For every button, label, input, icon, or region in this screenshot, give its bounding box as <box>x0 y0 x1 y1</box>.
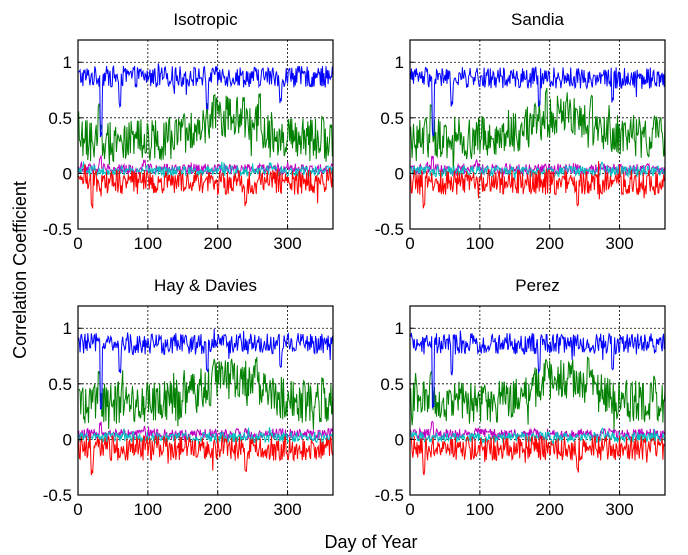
x-tick-label: 0 <box>405 500 414 519</box>
series-line <box>78 427 333 446</box>
chart-title: Sandia <box>511 10 564 29</box>
series-line <box>410 330 665 409</box>
y-tick-label: 0.5 <box>48 375 72 394</box>
x-tick-label: 300 <box>605 234 633 253</box>
series-line <box>78 161 333 179</box>
series-line <box>410 160 665 209</box>
x-tick-label: 300 <box>605 500 633 519</box>
x-tick-label: 0 <box>73 500 82 519</box>
series-line <box>410 87 665 175</box>
y-tick-label: -0.5 <box>43 220 72 239</box>
series-group <box>410 66 665 209</box>
x-tick-label: 300 <box>273 500 301 519</box>
figure-xlabel: Day of Year <box>324 532 417 552</box>
x-tick-label: 100 <box>134 234 162 253</box>
x-tick-label: 0 <box>73 234 82 253</box>
chart-title: Perez <box>515 276 559 295</box>
plot-frame <box>77 39 334 230</box>
plot-frame <box>409 39 666 230</box>
series-line <box>78 421 333 442</box>
series-line <box>410 161 665 181</box>
y-tick-label: 0.5 <box>380 109 404 128</box>
chart-title: Isotropic <box>173 10 238 29</box>
series-line <box>78 163 333 209</box>
series-line <box>78 356 333 430</box>
x-tick-label: 0 <box>405 234 414 253</box>
y-tick-label: 0.5 <box>380 375 404 394</box>
figure-ylabel: Correlation Coefficient <box>10 181 30 359</box>
series-group <box>410 330 665 476</box>
x-tick-label: 300 <box>273 234 301 253</box>
x-tick-label: 200 <box>204 234 232 253</box>
y-tick-label: -0.5 <box>375 220 404 239</box>
y-tick-label: 0 <box>63 164 72 183</box>
y-tick-label: 0.5 <box>48 109 72 128</box>
series-line <box>410 355 665 433</box>
y-tick-label: -0.5 <box>43 486 72 505</box>
series-line <box>78 93 333 165</box>
x-tick-label: 100 <box>134 500 162 519</box>
x-tick-label: 200 <box>536 234 564 253</box>
series-line <box>410 66 665 137</box>
x-tick-label: 100 <box>466 234 494 253</box>
x-tick-label: 200 <box>536 500 564 519</box>
series-line <box>410 435 665 476</box>
y-tick-label: 0 <box>395 164 404 183</box>
y-tick-label: -0.5 <box>375 486 404 505</box>
y-tick-label: 0 <box>63 430 72 449</box>
y-tick-label: 1 <box>63 319 72 338</box>
y-tick-label: 1 <box>395 319 404 338</box>
y-tick-label: 1 <box>63 53 72 72</box>
plot-frame <box>409 305 666 496</box>
series-group <box>78 63 333 209</box>
plot-frame <box>77 305 334 496</box>
x-tick-label: 100 <box>466 500 494 519</box>
series-line <box>78 328 333 410</box>
x-tick-label: 200 <box>204 500 232 519</box>
y-tick-label: 0 <box>395 430 404 449</box>
series-line <box>78 63 333 138</box>
series-line <box>78 432 333 476</box>
series-line <box>410 427 665 447</box>
chart-title: Hay & Davies <box>154 276 257 295</box>
series-group <box>78 328 333 476</box>
y-tick-label: 1 <box>395 53 404 72</box>
